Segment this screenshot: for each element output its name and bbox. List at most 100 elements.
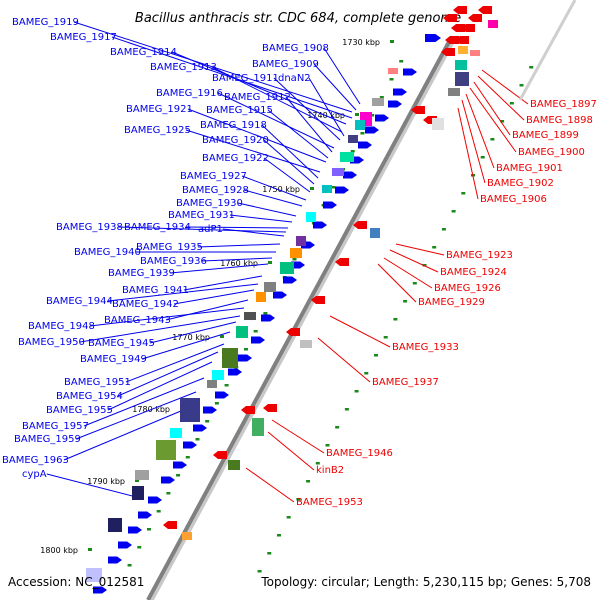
forward-gene-label[interactable]: BAMEG_1935 (136, 242, 203, 253)
forward-gene-label[interactable]: BAMEG_1927 (180, 171, 247, 182)
leader-line (243, 189, 303, 207)
forward-gene-label[interactable]: BAMEG_1918 (200, 120, 267, 131)
reverse-gene-label[interactable]: BAMEG_1924 (440, 267, 507, 278)
tick-mark (88, 548, 92, 551)
leader-line (185, 129, 321, 173)
gene-block (355, 120, 365, 130)
forward-gene-label[interactable]: BAMEG_1909 (252, 59, 319, 70)
guide-dot (166, 492, 171, 495)
gene-block (370, 228, 380, 238)
forward-gene-label[interactable]: BAMEG_1944 (46, 296, 113, 307)
reverse-gene-label[interactable]: BAMEG_1946 (326, 448, 393, 459)
reverse-gene-arrow (241, 406, 255, 414)
leader-line (457, 107, 479, 200)
forward-gene-label[interactable]: BAMEG_1948 (28, 321, 95, 332)
forward-gene-label[interactable]: BAMEG_1915 (206, 105, 273, 116)
reverse-gene-arrow (311, 296, 325, 304)
gene-block (86, 568, 102, 582)
tick-mark (220, 335, 224, 338)
reverse-gene-label[interactable]: BAMEG_1900 (518, 147, 585, 158)
reverse-gene-arrow (451, 24, 465, 32)
leader-line (263, 157, 311, 193)
gene-block (256, 292, 266, 302)
forward-gene-label[interactable]: adP1 (198, 224, 223, 235)
forward-gene-label[interactable]: BAMEG_1911 (212, 73, 279, 84)
gene-block (182, 532, 192, 540)
guide-dot (350, 150, 355, 153)
guide-dot (296, 498, 301, 501)
forward-gene-label[interactable]: BAMEG_1919 (12, 17, 79, 28)
leader-line (229, 214, 293, 223)
guide-dot (373, 354, 378, 357)
forward-gene-label[interactable]: BAMEG_1917 (50, 32, 117, 43)
reverse-gene-label[interactable]: kinB2 (316, 465, 344, 476)
forward-gene-label[interactable]: BAMEG_1928 (182, 185, 249, 196)
guide-dot (379, 96, 384, 99)
gene-block (455, 72, 469, 86)
forward-gene-arrow (388, 100, 402, 108)
reverse-gene-label[interactable]: BAMEG_1899 (512, 130, 579, 141)
forward-gene-label[interactable]: BAMEG_1957 (22, 421, 89, 432)
forward-gene-arrow (335, 186, 349, 194)
forward-gene-label[interactable]: BAMEG_1930 (176, 198, 243, 209)
forward-gene-label[interactable]: BAMEG_1940 (74, 247, 141, 258)
guide-dot (360, 132, 365, 135)
leader-line (141, 331, 231, 360)
gene-block (488, 20, 498, 28)
reverse-gene-label[interactable]: BAMEG_1902 (487, 178, 554, 189)
reverse-gene-label[interactable]: BAMEG_1929 (418, 297, 485, 308)
forward-gene-label[interactable]: BAMEG_1934 (124, 222, 191, 233)
reverse-gene-arrow (478, 6, 492, 14)
reverse-gene-label[interactable]: BAMEG_1953 (296, 497, 363, 508)
reverse-gene-label[interactable]: BAMEG_1906 (480, 194, 547, 205)
tick-mark (268, 261, 272, 264)
forward-gene-label[interactable]: BAMEG_1963 (2, 455, 69, 466)
forward-gene-label[interactable]: BAMEG_1914 (110, 47, 177, 58)
reverse-gene-label[interactable]: BAMEG_1937 (372, 377, 439, 388)
forward-gene-label[interactable]: BAMEG_1920 (202, 135, 269, 146)
reverse-gene-label[interactable]: BAMEG_1898 (526, 115, 593, 126)
leader-line (267, 109, 329, 159)
forward-gene-label[interactable]: BAMEG_1925 (124, 125, 191, 136)
reverse-gene-label[interactable]: BAMEG_1933 (392, 342, 459, 353)
guide-dot (500, 120, 505, 123)
forward-gene-label[interactable]: BAMEG_1912 (224, 92, 291, 103)
forward-gene-label[interactable]: BAMEG_1916 (156, 88, 223, 99)
forward-gene-arrow (393, 88, 407, 96)
forward-gene-label[interactable]: BAMEG_1951 (64, 377, 131, 388)
reverse-gene-label[interactable]: BAMEG_1923 (446, 250, 513, 261)
forward-gene-label[interactable]: BAMEG_1908 (262, 43, 329, 54)
forward-gene-label[interactable]: BAMEG_1931 (168, 210, 235, 221)
forward-gene-label[interactable]: BAMEG_1959 (14, 434, 81, 445)
gene-block (332, 168, 344, 176)
forward-gene-label[interactable]: BAMEG_1945 (88, 338, 155, 349)
forward-gene-label[interactable]: BAMEG_1921 (126, 104, 193, 115)
forward-gene-label[interactable]: dnaN2 (278, 73, 311, 84)
forward-gene-label[interactable]: BAMEG_1939 (108, 268, 175, 279)
forward-gene-label[interactable]: BAMEG_1922 (202, 153, 269, 164)
tick-mark (390, 40, 394, 43)
forward-gene-label[interactable]: BAMEG_1913 (150, 62, 217, 73)
guide-dot (441, 228, 446, 231)
forward-gene-label[interactable]: BAMEG_1949 (80, 354, 147, 365)
gene-block (322, 185, 332, 193)
forward-gene-label[interactable]: BAMEG_1955 (46, 405, 113, 416)
reverse-gene-label[interactable]: BAMEG_1926 (434, 283, 501, 294)
forward-gene-arrow (251, 336, 265, 344)
forward-gene-label[interactable]: BAMEG_1943 (104, 315, 171, 326)
reverse-gene-arrow (411, 106, 425, 114)
forward-gene-label[interactable]: BAMEG_1941 (122, 285, 189, 296)
forward-gene-label[interactable]: BAMEG_1942 (112, 299, 179, 310)
forward-gene-label[interactable]: cypA (22, 469, 47, 480)
accession-text: Accession: NC_012581 (8, 575, 144, 589)
guide-dot (267, 552, 272, 555)
forward-gene-label[interactable]: BAMEG_1938 (56, 222, 123, 233)
forward-gene-label[interactable]: BAMEG_1954 (56, 391, 123, 402)
forward-gene-arrow (273, 291, 287, 299)
reverse-gene-label[interactable]: BAMEG_1901 (496, 163, 563, 174)
forward-gene-label[interactable]: BAMEG_1950 (18, 337, 85, 348)
forward-gene-label[interactable]: BAMEG_1936 (140, 256, 207, 267)
leader-line (245, 467, 295, 503)
tick-mark (355, 113, 359, 116)
reverse-gene-label[interactable]: BAMEG_1897 (530, 99, 597, 110)
